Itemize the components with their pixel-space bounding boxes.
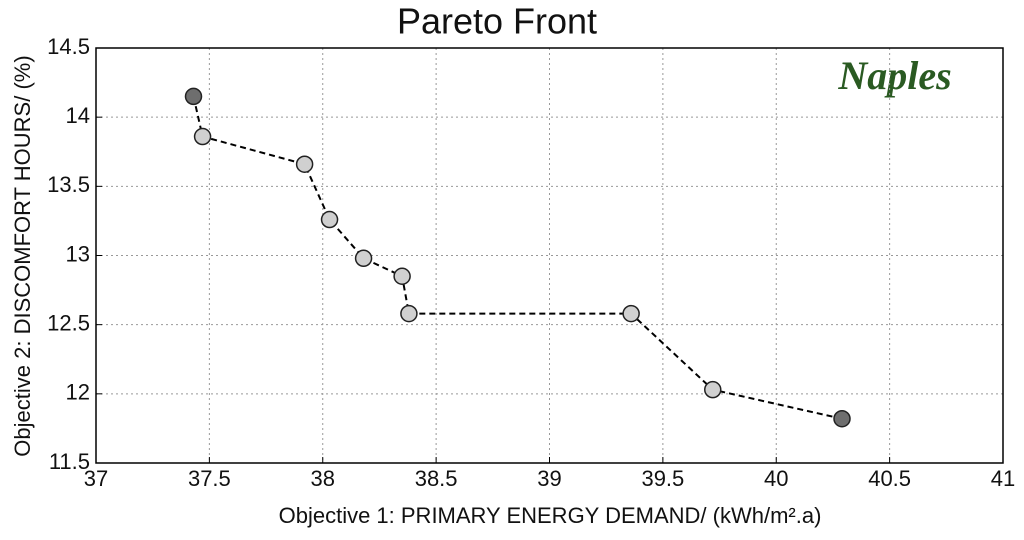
x-tick-label: 40.5 [868,466,911,491]
x-tick-label: 37 [84,466,108,491]
x-axis-label: Objective 1: PRIMARY ENERGY DEMAND/ (kWh… [279,503,822,528]
y-tick-label: 14 [66,103,90,128]
x-tick-label: 40 [764,466,788,491]
data-point [622,304,640,323]
x-tick-label: 39 [537,466,561,491]
data-point [833,409,851,428]
x-tick-label: 37.5 [188,466,231,491]
series-line [192,96,843,420]
y-tick-label: 13 [66,241,90,266]
y-axis-label: Objective 2: DISCOMFORT HOURS/ (%) [10,55,35,456]
plot-frame [95,47,1004,464]
data-point [193,127,212,146]
data-point [393,267,411,285]
chart-title: Pareto Front [397,1,597,42]
annotation: Naples [837,53,951,98]
x-tick-label: 38 [311,466,335,491]
y-tick-label: 12.5 [47,310,90,335]
data-point [184,87,203,106]
y-tick-label: 11.5 [49,449,90,474]
data-point [320,210,339,229]
x-tick-label: 39.5 [641,466,684,491]
y-tick-label: 13.5 [47,172,90,197]
x-tick-label: 38.5 [415,466,458,491]
data-point [295,155,314,173]
y-tick-label: 14.5 [47,34,90,59]
y-tick-label: 12 [66,380,90,405]
x-tick-label: 41 [991,466,1015,491]
data-point [704,380,722,399]
data-point [354,249,373,268]
data-point [400,304,418,323]
